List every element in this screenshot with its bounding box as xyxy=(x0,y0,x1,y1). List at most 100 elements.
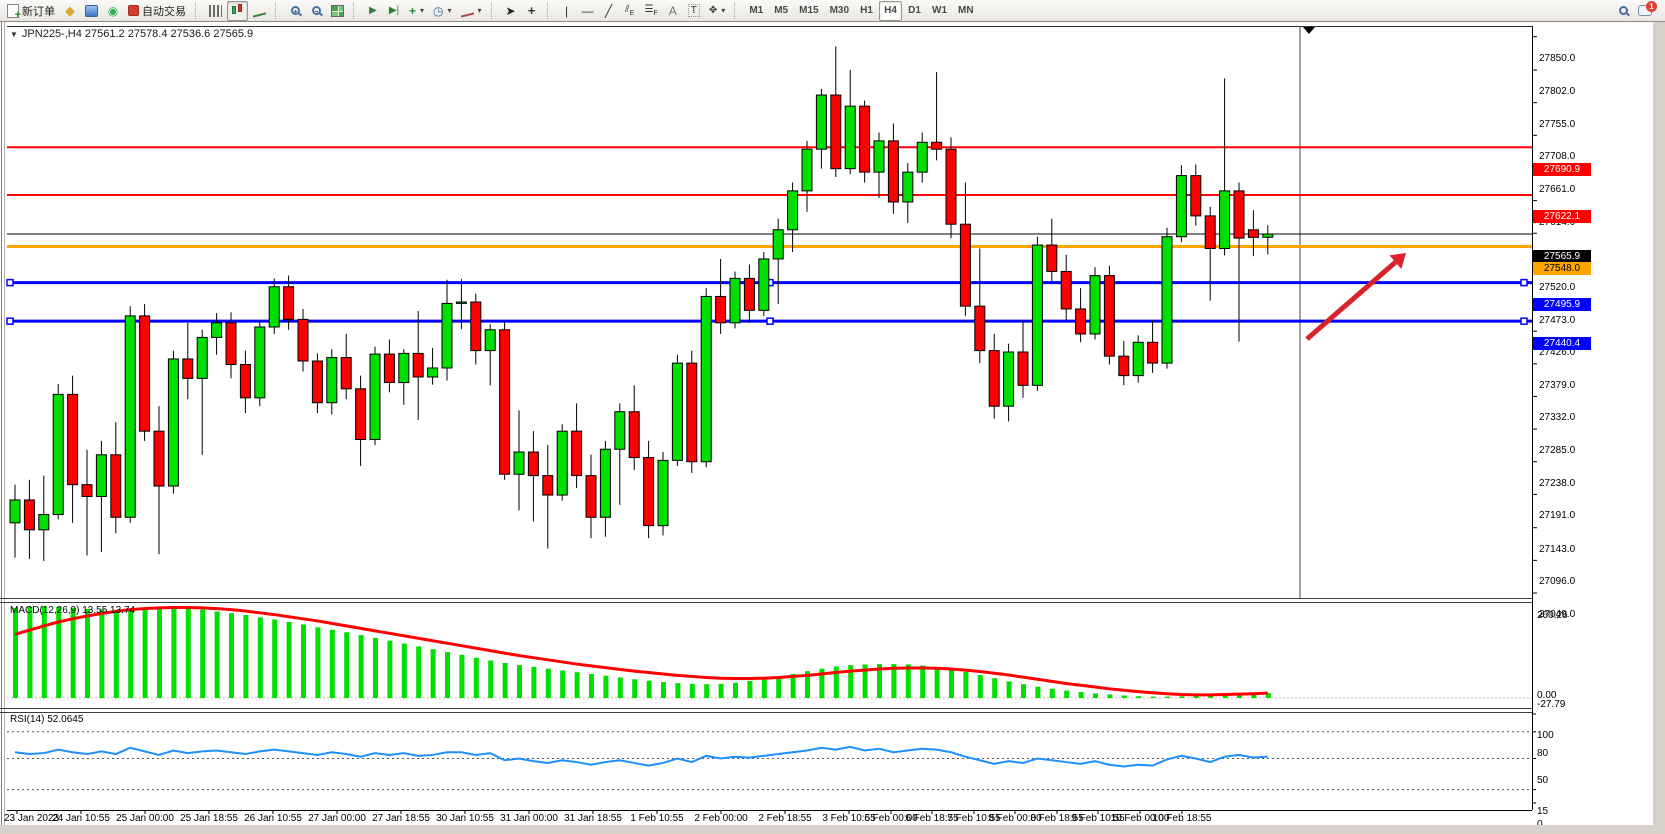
date-axis-label: 2 Feb 00:00 xyxy=(694,813,748,824)
arrows-icon: ✥ xyxy=(708,5,718,16)
chart-shift-button[interactable]: ▶| xyxy=(384,1,404,21)
date-axis-label: 6 Feb 00:00 xyxy=(864,813,918,824)
arrows-tool-dropdown[interactable]: ✥ ▾ xyxy=(705,1,729,21)
signals-button[interactable]: ◉ xyxy=(103,1,123,21)
timeframe-m5-button[interactable]: M5 xyxy=(774,5,789,16)
date-axis-label: 30 Jan 10:55 xyxy=(436,813,494,824)
horizontal-line-icon: — xyxy=(581,3,594,18)
trendline-tool[interactable]: ╱ xyxy=(599,1,619,21)
tile-windows-button[interactable] xyxy=(327,1,348,21)
price-axis-tick: 27285.0 xyxy=(1539,445,1576,457)
toolbar-separator xyxy=(546,2,553,19)
trendline-icon: ╱ xyxy=(604,3,613,18)
rsi-axis-tick: 80 xyxy=(1537,747,1549,759)
price-axis-tick: 27755.0 xyxy=(1539,118,1576,130)
horizontal-line-tool[interactable]: — xyxy=(578,1,598,21)
price-axis-tick: 27708.0 xyxy=(1539,151,1576,163)
toolbar-separator xyxy=(490,2,497,19)
timeframe-m30-button[interactable]: M30 xyxy=(829,5,850,16)
price-line-tag: 27690.9 xyxy=(1533,162,1591,176)
caption-triangle-icon: ▼ xyxy=(10,30,18,39)
candlestick-chart-button[interactable] xyxy=(227,0,248,21)
price-axis-tick: 27049.0 xyxy=(1539,608,1576,620)
price-axis-tick: 27426.0 xyxy=(1539,347,1576,359)
price-axis-tick: 27661.0 xyxy=(1539,183,1576,195)
crosshair-tool-button[interactable]: + xyxy=(522,1,542,21)
chart-window[interactable]: ▼ JPN225-,H4 27561.2 27578.4 27536.6 2756… xyxy=(0,22,1665,834)
crosshair-icon: + xyxy=(527,3,536,18)
zoom-in-icon xyxy=(290,6,300,15)
price-axis-tick: 27850.0 xyxy=(1539,52,1576,64)
date-axis-label: 31 Jan 00:00 xyxy=(500,813,558,824)
date-axis-label: 27 Jan 18:55 xyxy=(372,813,430,824)
zoom-out-icon xyxy=(311,6,321,15)
bar-chart-button[interactable] xyxy=(205,1,226,21)
line-chart-button[interactable] xyxy=(249,1,270,21)
price-line-tag: 27565.9 xyxy=(1533,249,1591,263)
vertical-line-tool[interactable]: | xyxy=(557,1,577,21)
new-chart-dropdown[interactable]: + ▾ xyxy=(405,1,428,21)
date-axis-label: 27 Jan 00:00 xyxy=(308,813,366,824)
toolbar-separator xyxy=(353,2,359,19)
chart-canvas[interactable] xyxy=(0,22,1665,834)
fibonacci-icon: ☰F xyxy=(644,4,658,17)
macd-indicator-label: MACD(12,26,9) 13.55 13.74 xyxy=(10,605,136,616)
market-depth-button[interactable]: ◆ xyxy=(60,1,80,21)
periods-dropdown[interactable]: ◷ ▾ xyxy=(429,1,456,21)
date-axis-label: 10 Feb 00:00 xyxy=(1110,813,1170,824)
templates-dropdown[interactable]: ▾ xyxy=(457,1,486,21)
cursor-tool-button[interactable]: ➤ xyxy=(501,1,521,21)
date-axis-label: 3 Feb 10:55 xyxy=(822,813,876,824)
timeframe-d1-button[interactable]: D1 xyxy=(908,5,921,16)
timeframe-h4-button[interactable]: H4 xyxy=(879,0,903,21)
timeframe-m15-button[interactable]: M15 xyxy=(799,5,819,16)
date-axis-label: 8 Feb 18:55 xyxy=(1030,813,1084,824)
date-axis-label: 1 Feb 10:55 xyxy=(630,813,684,824)
account-icon xyxy=(85,4,98,17)
rsi-indicator-label: RSI(14) 52.0645 xyxy=(10,714,84,725)
macd-axis-zero: 0.00 xyxy=(1537,690,1557,701)
template-icon xyxy=(460,3,474,18)
channel-tool[interactable]: ⫽E xyxy=(620,1,640,21)
main-toolbar: 新订单 ◆ ◉ 自动交易 ▶ ▶| +▾ ◷▾ ▾ ➤ + | — ╱ ⫽E ☰… xyxy=(0,0,1665,22)
auto-trading-label: 自动交易 xyxy=(142,5,186,18)
chart-caption: ▼ JPN225-,H4 27561.2 27578.4 27536.6 2756… xyxy=(10,28,254,40)
vertical-line-icon: | xyxy=(564,3,569,18)
caret-down-icon: ▾ xyxy=(477,6,482,15)
toolbar-separator xyxy=(195,2,201,19)
new-order-button[interactable]: 新订单 xyxy=(3,1,59,21)
macd-axis-max: 260.26 xyxy=(1537,610,1568,621)
accounts-button[interactable] xyxy=(81,1,102,21)
chart-shift-icon: ▶| xyxy=(388,5,400,16)
price-axis-tick: 27191.0 xyxy=(1539,510,1576,522)
date-axis-label: 26 Jan 10:55 xyxy=(244,813,302,824)
channel-icon: ⫽E xyxy=(624,4,635,17)
timeframe-mn-button[interactable]: MN xyxy=(958,5,974,16)
date-axis-label: 2 Feb 18:55 xyxy=(758,813,812,824)
date-axis-label: 25 Jan 00:00 xyxy=(116,813,174,824)
auto-scroll-button[interactable]: ▶ xyxy=(363,1,383,21)
price-line-tag: 27440.4 xyxy=(1533,336,1591,350)
text-label-tool[interactable]: T xyxy=(684,1,704,21)
timeframe-w1-button[interactable]: W1 xyxy=(932,5,948,16)
zoom-out-button[interactable] xyxy=(306,1,326,21)
timeframe-h1-button[interactable]: H1 xyxy=(860,5,873,16)
date-axis-label: 24 Jan 10:55 xyxy=(52,813,110,824)
notification-badge: 1 xyxy=(1646,1,1657,12)
fibonacci-tool[interactable]: ☰F xyxy=(641,1,662,21)
toolbar-separator xyxy=(734,2,740,19)
date-axis-label: 6 Feb 18:55 xyxy=(905,813,959,824)
auto-trading-button[interactable]: 自动交易 xyxy=(124,1,190,21)
text-tool[interactable]: A xyxy=(663,1,683,21)
caret-down-icon: ▾ xyxy=(447,6,452,15)
timeframe-m1-button[interactable]: M1 xyxy=(749,5,764,16)
auto-trading-icon xyxy=(128,5,139,16)
notifications-button[interactable]: 1 xyxy=(1634,1,1657,21)
window-right-edge xyxy=(1653,22,1665,834)
bar-chart-icon xyxy=(209,4,222,17)
date-axis-label: 7 Feb 10:55 xyxy=(947,813,1001,824)
date-axis-label: 25 Jan 18:55 xyxy=(180,813,238,824)
search-button[interactable] xyxy=(1613,1,1633,21)
zoom-in-button[interactable] xyxy=(285,1,305,21)
rsi-axis-tick: 50 xyxy=(1537,774,1549,786)
